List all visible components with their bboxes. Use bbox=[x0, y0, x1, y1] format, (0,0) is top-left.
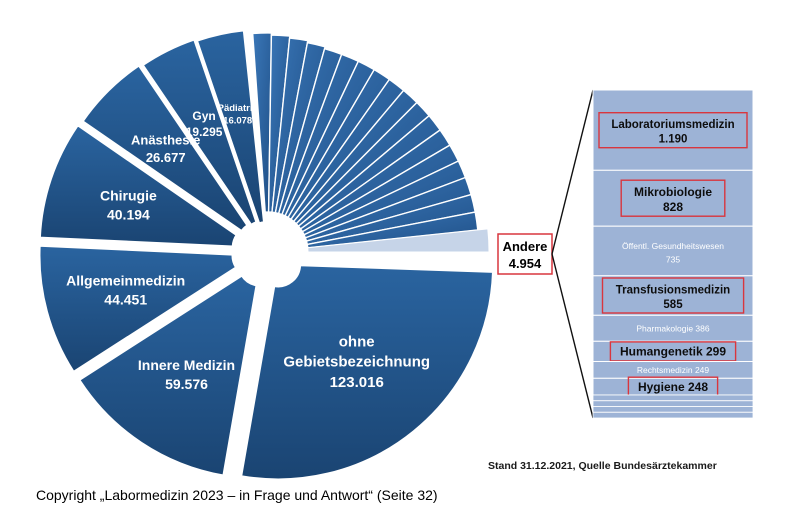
pie-slice-padiatrie bbox=[195, 29, 266, 225]
breakdown-segment-residual bbox=[592, 400, 754, 407]
connector-line-bottom bbox=[551, 253, 594, 419]
highlight-box-humangenetik bbox=[609, 341, 737, 362]
breakdown-value-laboratoriumsmedizin: 1.190 bbox=[659, 134, 688, 146]
breakdown-segment-offentl-gesundheitswesen bbox=[592, 225, 754, 277]
breakdown-label-mikrobiologie: Mikrobiologie bbox=[634, 185, 712, 199]
breakdown-segment-residual bbox=[592, 411, 754, 419]
breakdown-label-hygiene: Hygiene 248 bbox=[638, 380, 708, 394]
pie-slice-allgemeinmedizin bbox=[38, 244, 238, 374]
breakdown-value-transfusionsmedizin: 585 bbox=[663, 299, 683, 311]
andere-label: Andere bbox=[503, 239, 548, 254]
breakdown-value-offentl-gesundheitswesen: 735 bbox=[666, 255, 680, 265]
breakdown-label-laboratoriumsmedizin: Laboratoriumsmedizin bbox=[611, 119, 734, 131]
andere-value: 4.954 bbox=[509, 256, 542, 271]
breakdown-label-humangenetik: Humangenetik 299 bbox=[620, 345, 726, 359]
breakdown-segment-pharmakologie bbox=[592, 314, 754, 342]
slice-label-ohne-gebietsbezeichnung: Gebietsbezeichnung bbox=[283, 354, 430, 371]
highlight-box-transfusionsmedizin bbox=[601, 277, 745, 314]
slice-value-allgemeinmedizin: 44.451 bbox=[104, 292, 147, 308]
slice-label-padiatrie: Pädiatrie bbox=[218, 103, 258, 114]
highlight-box-mikrobiologie bbox=[620, 179, 726, 217]
slice-label-chirugie: Chirugie bbox=[100, 187, 157, 203]
slice-value-ohne-gebietsbezeichnung: 123.016 bbox=[330, 374, 384, 391]
connector-line-top bbox=[551, 89, 594, 255]
slice-label-ohne-gebietsbezeichnung: ohne bbox=[339, 333, 375, 350]
source-note: Stand 31.12.2021, Quelle Bundesärztekamm… bbox=[488, 460, 717, 472]
breakdown-value-mikrobiologie: 828 bbox=[663, 200, 683, 214]
pie-slice-andere bbox=[307, 228, 490, 253]
breakdown-label-offentl-gesundheitswesen: Öffentl. Gesundheitswesen bbox=[622, 241, 724, 251]
highlight-box-laboratoriumsmedizin bbox=[598, 111, 748, 149]
breakdown-segment-laboratoriumsmedizin bbox=[592, 89, 754, 171]
breakdown-segment-residual bbox=[592, 394, 754, 402]
slice-value-gyn: 19.295 bbox=[186, 125, 223, 139]
slice-value-padiatrie: 16.078 bbox=[223, 116, 252, 127]
slice-label-innere-medizin: Innere Medizin bbox=[138, 357, 235, 373]
pie-slice-chirugie bbox=[38, 123, 238, 248]
breakdown-label-pharmakologie: Pharmakologie 386 bbox=[636, 323, 710, 333]
slice-label-gyn: Gyn bbox=[192, 109, 215, 123]
copyright-note: Copyright „Labormedizin 2023 – in Frage … bbox=[36, 487, 438, 503]
pie-slice-anasthesie bbox=[81, 64, 249, 233]
pie-slice-innere-medizin bbox=[78, 274, 258, 477]
breakdown-segment-residual bbox=[592, 406, 754, 413]
slice-value-anasthesie: 26.677 bbox=[146, 150, 186, 165]
pie-slice-gyn bbox=[141, 38, 258, 227]
slice-value-chirugie: 40.194 bbox=[107, 206, 150, 222]
slice-label-allgemeinmedizin: Allgemeinmedizin bbox=[66, 273, 185, 289]
breakdown-label-transfusionsmedizin: Transfusionsmedizin bbox=[616, 285, 730, 297]
slice-value-innere-medizin: 59.576 bbox=[165, 376, 208, 392]
breakdown-label-rechtsmedizin: Rechtsmedizin 249 bbox=[637, 365, 710, 375]
pie-slice-ohne-gebietsbezeichnung bbox=[240, 264, 495, 481]
slice-label-anasthesie: Anästhesie bbox=[131, 133, 200, 148]
